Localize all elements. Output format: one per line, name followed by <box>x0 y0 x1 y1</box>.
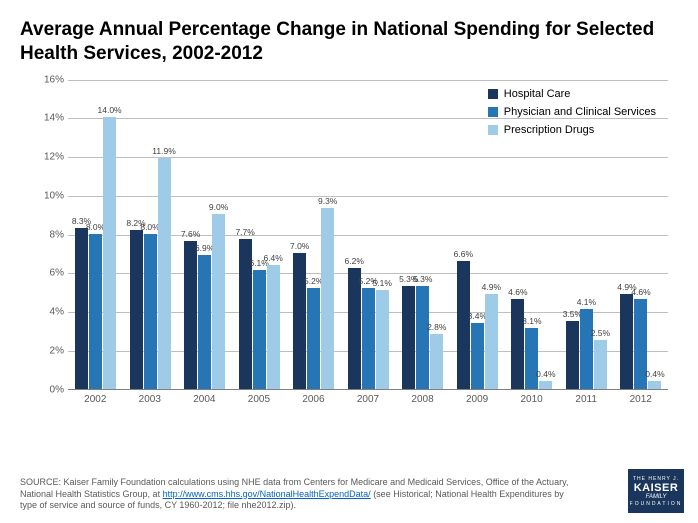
bar-value-label: 5.1% <box>370 278 394 288</box>
bar <box>212 214 225 388</box>
bar-group: 7.0%5.2%9.3% <box>286 80 341 389</box>
bar-group: 6.2%5.2%5.1% <box>341 80 396 389</box>
legend-label: Hospital Care <box>504 88 571 100</box>
x-tick: 2011 <box>559 394 614 405</box>
x-tick: 2004 <box>177 394 232 405</box>
x-tick: 2003 <box>123 394 178 405</box>
y-tick: 16% <box>30 74 64 85</box>
x-tick: 2010 <box>504 394 559 405</box>
y-tick: 0% <box>30 384 64 395</box>
bar-value-label: 9.3% <box>316 196 340 206</box>
bar <box>103 117 116 388</box>
y-tick: 8% <box>30 229 64 240</box>
bar <box>416 286 429 389</box>
bar-value-label: 3.1% <box>520 316 544 326</box>
bar-group: 7.7%6.1%6.4% <box>232 80 287 389</box>
y-tick: 2% <box>30 345 64 356</box>
bar <box>566 321 579 389</box>
bar <box>184 241 197 388</box>
bar <box>511 299 524 388</box>
legend-item: Physician and Clinical Services <box>488 106 656 118</box>
bar-group: 5.3%5.3%2.8% <box>395 80 450 389</box>
bar <box>158 158 171 389</box>
chart: 0%2%4%6%8%10%12%14%16% 8.3%8.0%14.0%8.2%… <box>30 80 675 420</box>
bar-value-label: 0.4% <box>643 369 667 379</box>
legend-item: Hospital Care <box>488 88 656 100</box>
chart-title: Average Annual Percentage Change in Nati… <box>20 18 678 66</box>
bar-value-label: 4.1% <box>574 297 598 307</box>
bar-value-label: 7.6% <box>179 229 203 239</box>
bar <box>539 381 552 389</box>
bar <box>307 288 320 389</box>
bar <box>198 255 211 389</box>
plot-area: 8.3%8.0%14.0%8.2%8.0%11.9%7.6%6.9%9.0%7.… <box>68 80 668 390</box>
legend-swatch <box>488 125 498 135</box>
bar <box>594 340 607 388</box>
bar <box>75 228 88 389</box>
bar <box>525 328 538 388</box>
x-tick: 2009 <box>450 394 505 405</box>
legend-swatch <box>488 89 498 99</box>
bar-value-label: 6.4% <box>261 253 285 263</box>
legend-swatch <box>488 107 498 117</box>
source-text: SOURCE: Kaiser Family Foundation calcula… <box>20 477 580 511</box>
bar-value-label: 6.6% <box>451 249 475 259</box>
bar <box>376 290 389 389</box>
legend-item: Prescription Drugs <box>488 124 656 136</box>
bar-value-label: 9.0% <box>207 202 231 212</box>
bar-value-label: 7.7% <box>233 227 257 237</box>
legend-label: Physician and Clinical Services <box>504 106 656 118</box>
bar-group: 8.2%8.0%11.9% <box>123 80 178 389</box>
bar <box>321 208 334 388</box>
legend: Hospital Care Physician and Clinical Serv… <box>488 88 656 142</box>
bar-value-label: 4.6% <box>629 287 653 297</box>
bar-value-label: 2.8% <box>425 322 449 332</box>
y-tick: 6% <box>30 268 64 279</box>
bar <box>144 234 157 389</box>
x-tick: 2002 <box>68 394 123 405</box>
bar <box>580 309 593 388</box>
bar-value-label: 14.0% <box>98 105 122 115</box>
bar <box>402 286 415 389</box>
bar <box>348 268 361 388</box>
x-tick: 2007 <box>341 394 396 405</box>
bar <box>253 270 266 388</box>
x-tick: 2008 <box>395 394 450 405</box>
bar-value-label: 4.6% <box>506 287 530 297</box>
bar-value-label: 4.9% <box>479 282 503 292</box>
legend-label: Prescription Drugs <box>504 124 594 136</box>
kff-logo: THE HENRY J. KAISER FAMILY FOUNDATION <box>628 469 684 513</box>
bar-value-label: 7.0% <box>288 241 312 251</box>
bar-value-label: 6.2% <box>342 256 366 266</box>
y-tick: 4% <box>30 307 64 318</box>
bar <box>648 381 661 389</box>
bar <box>620 294 633 389</box>
y-tick: 10% <box>30 190 64 201</box>
x-tick: 2005 <box>232 394 287 405</box>
bar-value-label: 11.9% <box>152 146 176 156</box>
bar-group: 7.6%6.9%9.0% <box>177 80 232 389</box>
bar <box>130 230 143 389</box>
bar <box>430 334 443 388</box>
y-tick: 14% <box>30 113 64 124</box>
bar-value-label: 5.3% <box>411 274 435 284</box>
y-tick: 12% <box>30 152 64 163</box>
x-tick: 2012 <box>613 394 668 405</box>
x-tick: 2006 <box>286 394 341 405</box>
bar <box>267 265 280 389</box>
bar-value-label: 0.4% <box>534 369 558 379</box>
bar <box>293 253 306 389</box>
bar <box>471 323 484 389</box>
bar <box>457 261 470 389</box>
bar <box>362 288 375 389</box>
bar <box>89 234 102 389</box>
source-link[interactable]: http://www.cms.hhs.gov/NationalHealthExp… <box>163 489 371 499</box>
bar-value-label: 2.5% <box>588 328 612 338</box>
bar-group: 8.3%8.0%14.0% <box>68 80 123 389</box>
bar <box>485 294 498 389</box>
